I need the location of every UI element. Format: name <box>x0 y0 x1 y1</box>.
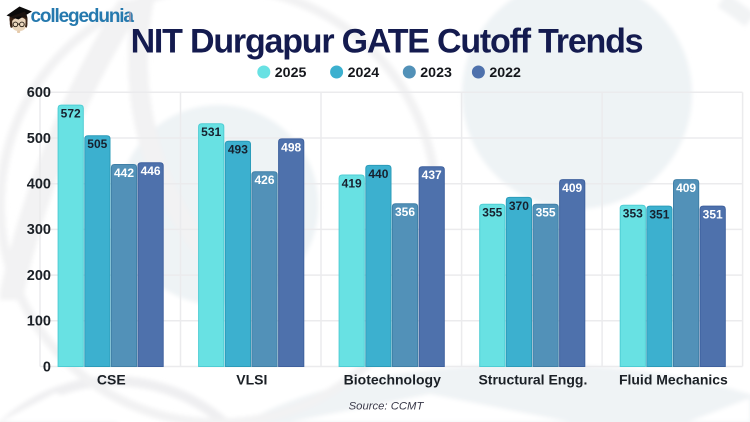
svg-text:VLSI: VLSI <box>236 372 267 388</box>
svg-text:300: 300 <box>27 222 51 238</box>
svg-text:Biotechnology: Biotechnology <box>344 372 441 388</box>
svg-text:400: 400 <box>27 177 51 193</box>
svg-text:419: 419 <box>342 176 362 190</box>
svg-text:440: 440 <box>368 167 388 181</box>
svg-text:Fluid Mechanics: Fluid Mechanics <box>619 372 728 388</box>
svg-text:446: 446 <box>141 164 161 178</box>
svg-text:353: 353 <box>623 207 643 221</box>
svg-text:NIT Durgapur GATE Cutoff Trend: NIT Durgapur GATE Cutoff Trends <box>131 23 643 61</box>
svg-text:100: 100 <box>27 314 51 330</box>
svg-text:572: 572 <box>61 107 81 121</box>
svg-text:505: 505 <box>87 137 107 151</box>
svg-text:Structural Engg.: Structural Engg. <box>478 372 587 388</box>
svg-text:351: 351 <box>649 208 669 222</box>
svg-text:426: 426 <box>254 173 274 187</box>
svg-text:0: 0 <box>43 359 51 375</box>
svg-text:356: 356 <box>395 205 415 219</box>
svg-text:Source: CCMT: Source: CCMT <box>349 401 425 413</box>
svg-text:493: 493 <box>228 143 248 157</box>
svg-text:2024: 2024 <box>348 65 380 81</box>
svg-text:355: 355 <box>482 206 502 220</box>
svg-text:200: 200 <box>27 268 51 284</box>
svg-text:500: 500 <box>27 131 51 147</box>
svg-text:2025: 2025 <box>275 65 307 81</box>
svg-text:600: 600 <box>27 85 51 101</box>
svg-text:collegedunia: collegedunia <box>31 6 135 27</box>
svg-text:355: 355 <box>536 206 556 220</box>
svg-text:437: 437 <box>422 168 442 182</box>
svg-text:CSE: CSE <box>97 372 126 388</box>
svg-text:409: 409 <box>676 181 696 195</box>
svg-text:370: 370 <box>509 199 529 213</box>
svg-text:531: 531 <box>201 125 221 139</box>
svg-text:2023: 2023 <box>420 65 452 81</box>
svg-text:442: 442 <box>114 166 134 180</box>
svg-text:351: 351 <box>703 208 723 222</box>
svg-text:498: 498 <box>281 140 301 154</box>
svg-text:2022: 2022 <box>489 65 521 81</box>
svg-text:409: 409 <box>562 181 582 195</box>
